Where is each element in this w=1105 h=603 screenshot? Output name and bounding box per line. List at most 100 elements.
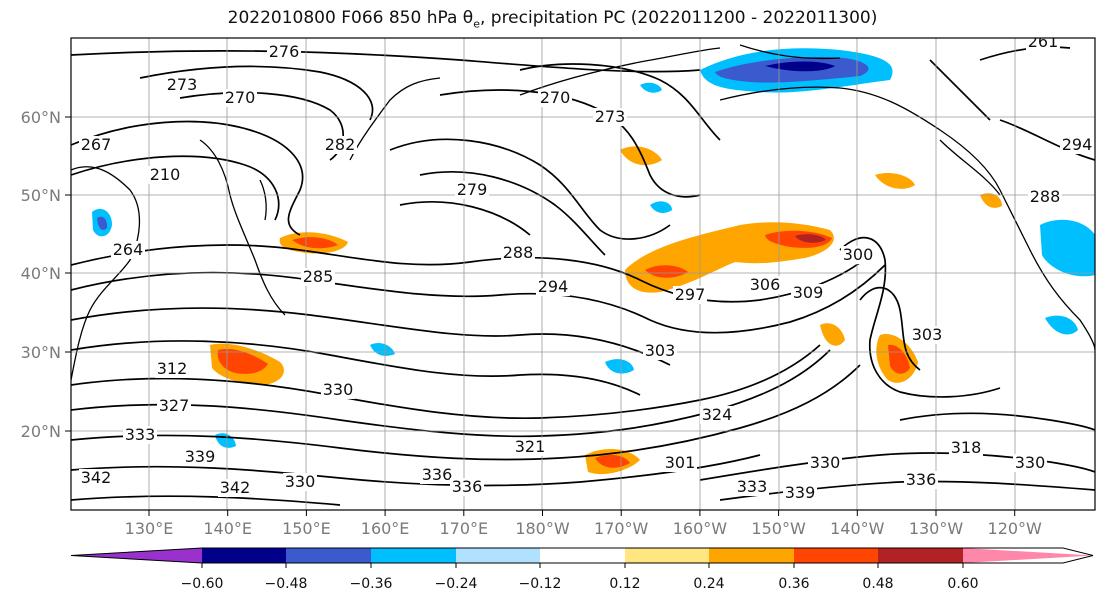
- contour-label-bg: [1013, 454, 1047, 472]
- contour-label-bg: [791, 284, 825, 302]
- contour-label-bg: [165, 76, 199, 94]
- contour-label-bg: [218, 479, 252, 497]
- coastlines: [71, 44, 1095, 381]
- contour-label: 276: [269, 42, 300, 61]
- contour-label-bg: [111, 241, 145, 259]
- contour-label-bg: [1028, 188, 1062, 206]
- contour-label-bg: [1060, 136, 1094, 154]
- contour-label-bg: [904, 471, 938, 489]
- colorbar-tick-label: −0.24: [435, 576, 478, 592]
- contour-label: 210: [150, 165, 181, 184]
- contour-label-bg: [949, 439, 983, 457]
- lon-tick-label: 160°W: [673, 519, 728, 538]
- contour-label-bg: [223, 89, 257, 107]
- lon-tick-label: 170°W: [594, 519, 649, 538]
- colorbar-segment: [794, 548, 878, 563]
- contour-label-bg: [420, 466, 454, 484]
- contour-label: 309: [793, 283, 824, 302]
- contour-label: 288: [1030, 187, 1061, 206]
- colorbar-segment: [625, 548, 709, 563]
- lat-ticks: 60°N 50°N 40°N 30°N 20°N: [21, 108, 71, 441]
- contour-label: 303: [645, 341, 676, 360]
- colorbar-tick-label: 0.36: [778, 576, 809, 592]
- colorbar-segment: [963, 548, 1093, 563]
- contour-label: 273: [167, 75, 198, 94]
- contour-label: 267: [81, 135, 112, 154]
- contour-label-bg: [735, 478, 769, 496]
- chart-title: 2022010800 F066 850 hPa θe, precipitatio…: [227, 8, 878, 31]
- colorbar-segment: [540, 548, 625, 563]
- contour-label-bg: [455, 181, 489, 199]
- contour-label-bg: [910, 326, 944, 344]
- contour-label-bg: [183, 448, 217, 466]
- contour-label-bg: [513, 438, 547, 456]
- colorbar-ticks: −0.60 −0.48 −0.36 −0.24 −0.12 0.12 0.24 0.36 0.4…: [181, 563, 979, 592]
- colorbar-tick-label: 0.60: [947, 576, 978, 592]
- contour-label: 324: [702, 405, 733, 424]
- contour-label-bg: [593, 108, 627, 126]
- colorbar-segment: [371, 548, 456, 563]
- contour-label: 321: [515, 437, 546, 456]
- lon-tick-label: 150°W: [751, 519, 806, 538]
- contour-label: 261: [1028, 32, 1059, 51]
- contour-label-bg: [748, 276, 782, 294]
- contour-label: 303: [912, 325, 943, 344]
- contour-label-bg: [155, 360, 189, 378]
- contour-label: 336: [422, 465, 453, 484]
- colorbar-segment: [456, 548, 540, 563]
- lon-tick-label: 130°W: [909, 519, 964, 538]
- contour-label: 297: [675, 285, 706, 304]
- contour-label: 312: [157, 359, 188, 378]
- colorbar-segment: [709, 548, 794, 563]
- colorbar-tick-label: 0.24: [693, 576, 724, 592]
- contour-label-bg: [841, 246, 875, 264]
- lon-tick-label: 160°E: [361, 519, 410, 538]
- contour-label-bg: [267, 43, 301, 61]
- contour-label-bg: [323, 136, 357, 154]
- contour-label: 270: [540, 88, 571, 107]
- colorbar-segment: [878, 548, 963, 563]
- lat-tick-label: 20°N: [21, 422, 61, 441]
- lon-tick-label: 140°W: [830, 519, 885, 538]
- contour-label: 264: [113, 240, 144, 259]
- contour-label-bg: [536, 278, 570, 296]
- contour-label: 288: [503, 243, 534, 262]
- colorbar-tick-label: 0.12: [609, 576, 640, 592]
- lon-tick-label: 120°W: [988, 519, 1043, 538]
- contour-label: 300: [843, 245, 874, 264]
- colorbar: [70, 547, 1094, 564]
- contour-label-bg: [157, 397, 191, 415]
- contour-label-bg: [148, 166, 182, 184]
- contour-label-bg: [538, 89, 572, 107]
- contour-label-bg: [663, 454, 697, 472]
- contour-label: 306: [750, 275, 781, 294]
- contour-label: 342: [220, 478, 251, 497]
- contour-label-bg: [123, 426, 157, 444]
- contour-label-bg: [321, 381, 355, 399]
- contour-label-bg: [79, 469, 113, 487]
- colorbar-tick-label: −0.60: [181, 576, 224, 592]
- colorbar-segment: [202, 548, 286, 563]
- contour-label-bg: [783, 484, 817, 502]
- colorbar-segment: [286, 548, 371, 563]
- contour-label: 339: [785, 483, 816, 502]
- lon-tick-label: 170°E: [439, 519, 488, 538]
- contour-label: 342: [81, 468, 112, 487]
- contour-label: 327: [159, 396, 190, 415]
- contour-label: 330: [323, 380, 354, 399]
- contour-label: 336: [906, 470, 937, 489]
- contour-label-bg: [501, 244, 535, 262]
- contour-label-bg: [700, 406, 734, 424]
- contour-label: 301: [665, 453, 696, 472]
- contour-label: 330: [810, 453, 841, 472]
- contour-label: 333: [737, 477, 768, 496]
- contour-label: 339: [185, 447, 216, 466]
- contour-label: 282: [325, 135, 356, 154]
- contour-label: 333: [125, 425, 156, 444]
- contour-label: 318: [951, 438, 982, 457]
- lon-tick-label: 150°E: [282, 519, 331, 538]
- gridlines: [71, 38, 1095, 510]
- contour-label: 330: [1015, 453, 1046, 472]
